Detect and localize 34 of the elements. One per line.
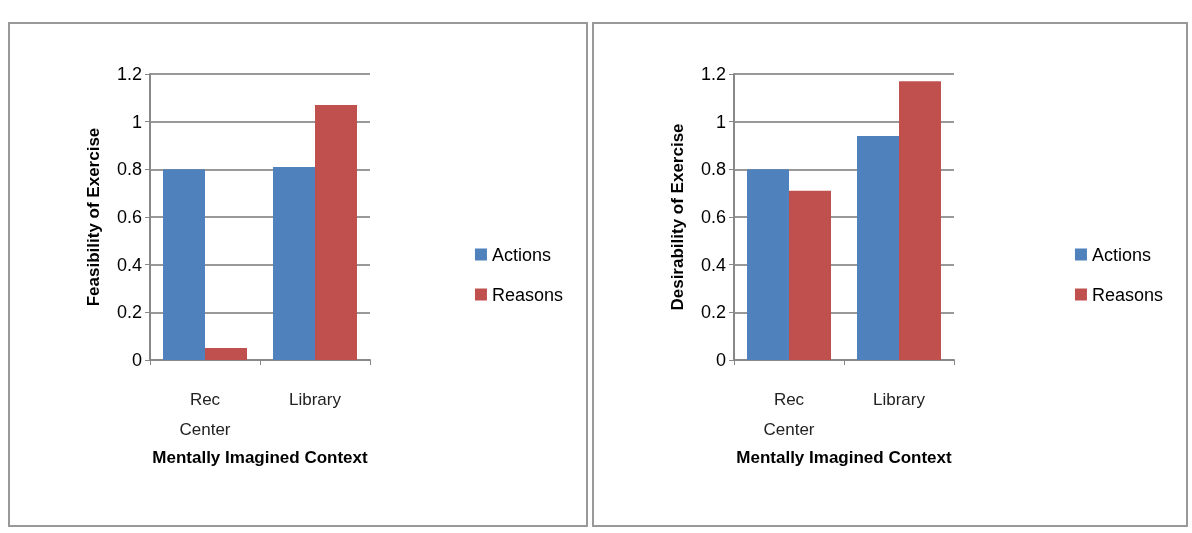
bar: [205, 348, 247, 360]
bar: [747, 169, 789, 360]
legend-label: Reasons: [1091, 284, 1163, 305]
bar: [857, 135, 899, 360]
y-axis-title: Desirability of Exercise: [668, 123, 687, 311]
bar: [273, 166, 315, 360]
x-tick-label: Rec Center: [179, 389, 231, 439]
bar: [315, 104, 357, 360]
bar: [163, 169, 205, 360]
y-tick-label: 1.2: [116, 64, 142, 84]
y-tick-label: 0.6: [116, 207, 142, 227]
y-tick-label: 1.2: [700, 64, 726, 84]
legend-label: Actions: [491, 244, 551, 265]
x-tick-label: Library: [873, 389, 926, 409]
y-tick-label: 0.8: [700, 159, 726, 180]
x-axis-title: Mentally Imagined Context: [736, 447, 953, 467]
y-tick-label: 0.4: [116, 254, 142, 275]
y-tick-label: 0.2: [116, 302, 142, 323]
x-tick-label: Rec Center: [763, 389, 815, 439]
y-tick-label: 1: [131, 111, 142, 132]
y-tick-label: 0.4: [700, 254, 726, 275]
y-tick-label: 1: [715, 111, 726, 132]
legend-label: Actions: [1091, 244, 1151, 265]
y-tick-label: 0.8: [116, 159, 142, 180]
x-tick-label: Library: [289, 389, 342, 409]
y-tick-label: 0: [715, 350, 726, 370]
x-axis-title: Mentally Imagined Context: [152, 447, 369, 467]
y-tick-label: 0.6: [700, 207, 726, 227]
y-axis-title: Feasibility of Exercise: [84, 127, 103, 307]
y-tick-label: 0.2: [700, 302, 726, 323]
bar: [789, 190, 831, 360]
legend-label: Reasons: [491, 284, 563, 305]
y-tick-label: 0: [131, 350, 142, 370]
bar: [899, 81, 941, 360]
